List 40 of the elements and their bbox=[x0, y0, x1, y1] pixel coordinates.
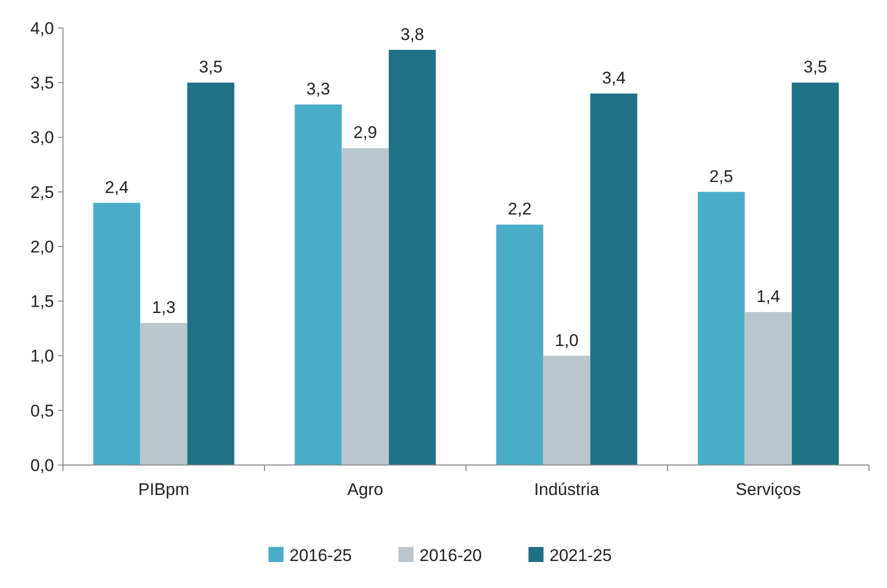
data-label: 1,0 bbox=[554, 330, 579, 350]
bar bbox=[698, 192, 745, 465]
bar bbox=[140, 322, 188, 465]
y-tick-label: 0,0 bbox=[30, 456, 54, 475]
x-tick-label: PIBpm bbox=[138, 480, 190, 499]
bar bbox=[590, 94, 638, 465]
data-label: 2,9 bbox=[353, 123, 378, 142]
y-tick-label: 1,0 bbox=[30, 346, 54, 366]
y-tick-label: 2,0 bbox=[30, 237, 54, 256]
data-label: 3,4 bbox=[602, 68, 626, 88]
x-tick-label: Serviços bbox=[736, 480, 801, 499]
data-label: 3,3 bbox=[306, 79, 330, 98]
bar bbox=[744, 312, 792, 465]
x-tick-label: Indústria bbox=[534, 480, 600, 499]
data-label: 3,5 bbox=[803, 58, 828, 77]
y-tick-label: 4,0 bbox=[30, 18, 54, 38]
bar bbox=[93, 202, 140, 465]
y-tick-label: 2,5 bbox=[30, 182, 54, 202]
data-label: 1,3 bbox=[152, 298, 176, 317]
legend-label: 2021-25 bbox=[550, 546, 612, 565]
y-tick-label: 0,5 bbox=[30, 401, 54, 420]
data-label: 2,5 bbox=[709, 166, 734, 186]
bar bbox=[187, 82, 234, 465]
legend-label: 2016-20 bbox=[420, 546, 482, 565]
legend-label: 2016-25 bbox=[290, 546, 352, 565]
bar bbox=[543, 356, 590, 465]
bar bbox=[792, 82, 839, 465]
data-label: 1,4 bbox=[756, 287, 780, 306]
x-tick-label: Agro bbox=[347, 480, 384, 499]
data-label: 2,4 bbox=[104, 178, 129, 197]
bar bbox=[294, 104, 342, 465]
bar bbox=[342, 148, 389, 465]
bar bbox=[496, 224, 544, 465]
y-tick-label: 1,5 bbox=[30, 292, 54, 312]
data-label: 3,5 bbox=[198, 58, 223, 77]
data-label: 3,8 bbox=[400, 24, 424, 44]
y-tick-label: 3,5 bbox=[30, 74, 54, 93]
data-label: 2,2 bbox=[508, 200, 532, 219]
y-tick-label: 3,0 bbox=[30, 128, 54, 148]
bar bbox=[388, 50, 436, 465]
